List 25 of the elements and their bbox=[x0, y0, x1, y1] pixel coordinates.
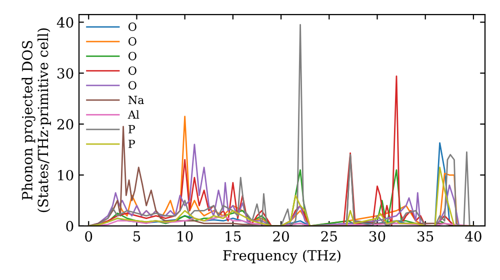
legend-label: O bbox=[128, 52, 136, 60]
legend-label: Na bbox=[128, 96, 144, 104]
legend-label: P bbox=[128, 140, 135, 148]
y-axis-title: Phonon projected DOS (States/THz·primitive cell) bbox=[22, 28, 51, 212]
y-tick-label: 20 bbox=[57, 119, 74, 130]
legend-label: O bbox=[128, 37, 136, 46]
x-tick-label: 15 bbox=[226, 231, 241, 242]
x-tick-label: 40 bbox=[465, 231, 482, 242]
x-tick-label: 0 bbox=[85, 231, 92, 242]
x-tick-label: 35 bbox=[418, 231, 434, 242]
x-tick-label: 5 bbox=[133, 231, 140, 242]
x-tick-label: 25 bbox=[321, 231, 337, 242]
y-tick-label: 0 bbox=[66, 220, 74, 232]
legend-label: Al bbox=[128, 110, 140, 119]
y-tick-label: 10 bbox=[58, 170, 74, 180]
legend-label: O bbox=[128, 22, 136, 31]
x-tick-label: 20 bbox=[273, 231, 289, 242]
y-tick-label: 30 bbox=[58, 68, 74, 79]
legend-label: O bbox=[128, 66, 136, 75]
y-tick-label: 40 bbox=[56, 17, 74, 28]
x-tick-label: 30 bbox=[369, 231, 386, 242]
x-tick-label: 10 bbox=[178, 231, 193, 242]
legend-label: P bbox=[128, 125, 135, 134]
x-axis-title: Frequency (THz) bbox=[223, 250, 340, 264]
legend-label: O bbox=[128, 81, 136, 90]
